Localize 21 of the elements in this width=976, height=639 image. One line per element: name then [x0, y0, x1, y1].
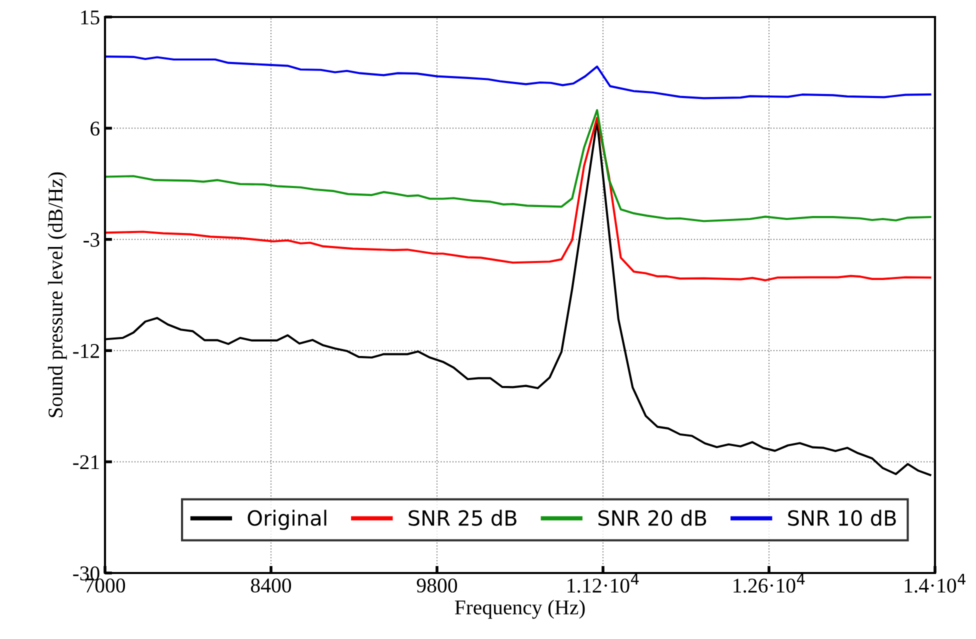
legend-label: SNR 25 dB	[408, 510, 516, 526]
line-series	[105, 109, 932, 222]
y-tick-label: -3	[84, 232, 100, 247]
x-tick-label: 1.26·10$^{4}$	[734, 574, 805, 593]
x-tick-label: 8400	[250, 578, 292, 593]
line-series	[105, 55, 932, 100]
x-tick-label: 9800	[416, 578, 458, 593]
legend-label: SNR 20 dB	[598, 510, 706, 526]
legend-label: Original	[248, 510, 326, 530]
legend-label: SNR 10 dB	[788, 510, 896, 526]
y-tick-label: 15	[81, 10, 100, 24]
x-tick-label: 1.12·10$^{4}$	[568, 574, 639, 593]
y-axis-title: Sound pressure level (dB/Hz)	[48, 172, 67, 418]
y-tick-label: 6	[90, 122, 100, 136]
y-tick-label: -21	[73, 455, 99, 470]
x-tick-label: 7000	[86, 578, 126, 593]
x-tick-label: 1.4·10$^{4}$	[904, 574, 966, 593]
y-tick-label: -12	[73, 344, 99, 358]
y-tick-label: -30	[73, 566, 100, 580]
line-series	[105, 116, 932, 282]
x-axis-title: Frequency (Hz)	[454, 600, 585, 619]
